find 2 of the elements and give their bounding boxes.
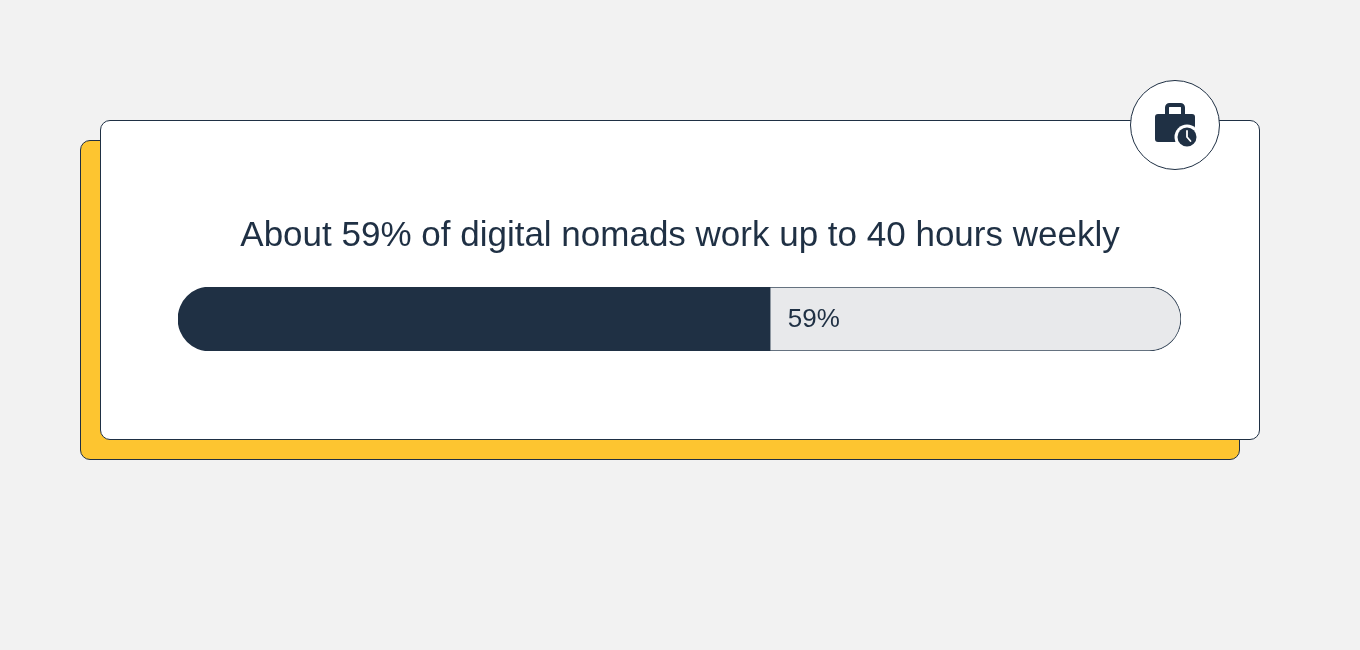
chart-title: About 59% of digital nomads work up to 40 hours weekly bbox=[239, 213, 1121, 255]
data-label: 59% bbox=[787, 303, 840, 334]
